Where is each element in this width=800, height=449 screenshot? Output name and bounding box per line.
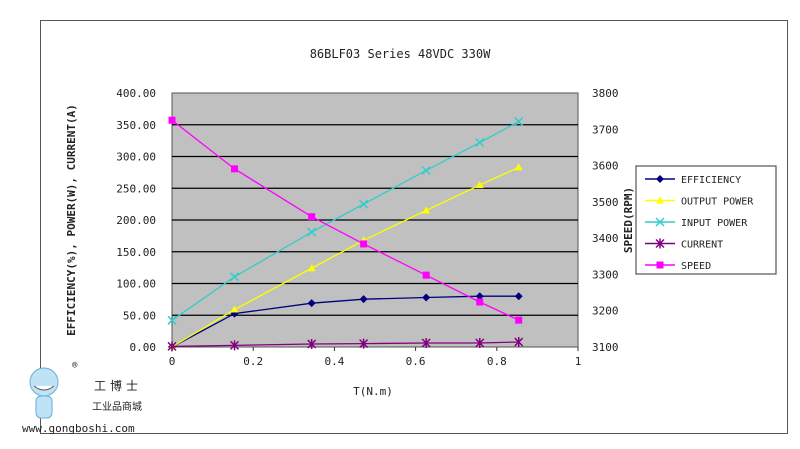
legend-marker	[655, 238, 665, 249]
y-tick-label-left: 250.00	[116, 182, 156, 195]
legend-marker	[656, 261, 664, 269]
data-point	[514, 336, 524, 347]
x-tick-label: 0.6	[406, 355, 426, 368]
legend-marker	[656, 175, 664, 183]
y-tick-label-right: 3200	[592, 305, 619, 318]
series-input-power	[167, 117, 524, 325]
y-tick-label-right: 3400	[592, 232, 619, 245]
legend-marker	[655, 217, 665, 227]
chart-title: 86BLF03 Series 48VDC 330W	[310, 47, 491, 61]
y-tick-label-right: 3700	[592, 123, 619, 136]
legend-label: INPUT POWER	[681, 218, 748, 229]
data-point	[422, 271, 430, 279]
y-axis-right-label: SPEED(RPM)	[622, 187, 635, 253]
data-point	[475, 338, 485, 348]
data-point	[475, 137, 485, 148]
data-point	[475, 181, 484, 189]
y-tick-label-left: 100.00	[116, 278, 156, 291]
data-point	[515, 316, 523, 324]
chart-frame	[40, 20, 788, 434]
y-tick-label-left: 400.00	[116, 87, 156, 100]
data-point	[167, 315, 177, 325]
data-point	[421, 338, 431, 348]
x-tick-label: 0.2	[243, 355, 263, 368]
data-point	[307, 264, 316, 272]
data-point	[421, 165, 431, 176]
legend-label: EFFICIENCY	[681, 175, 741, 186]
data-point	[475, 292, 484, 301]
series-speed	[168, 116, 523, 324]
y-tick-label-right: 3100	[592, 341, 619, 354]
svg-text:工业品商城: 工业品商城	[92, 400, 142, 413]
data-point	[360, 240, 368, 248]
y-tick-label-right: 3500	[592, 196, 619, 209]
data-point	[231, 165, 239, 173]
legend	[635, 165, 777, 275]
series-efficiency	[168, 292, 523, 351]
svg-text:www.gongboshi.com: www.gongboshi.com	[22, 422, 135, 435]
y-tick-label-left: 50.00	[123, 309, 156, 322]
y-tick-label-right: 3800	[592, 87, 619, 100]
data-point	[476, 298, 484, 306]
data-point	[307, 227, 317, 237]
legend-label: SPEED	[681, 261, 711, 272]
legend-label: CURRENT	[681, 240, 723, 251]
data-point	[167, 341, 177, 352]
y-tick-label-left: 150.00	[116, 246, 156, 259]
data-point	[422, 293, 431, 302]
x-tick-label: 0.8	[487, 355, 507, 368]
mascot-icon: ® 工博士 工业品商城 www.gongboshi.com	[22, 361, 142, 435]
data-point	[359, 338, 369, 349]
data-point	[359, 199, 369, 209]
data-point	[229, 340, 240, 351]
y-tick-label-left: 300.00	[116, 151, 156, 164]
x-tick-label: 0.4	[324, 355, 344, 368]
y-tick-label-left: 350.00	[116, 119, 156, 132]
data-point	[168, 116, 176, 124]
data-point	[359, 295, 368, 304]
y-tick-label-left: 200.00	[116, 214, 156, 227]
data-point	[514, 292, 523, 301]
x-tick-label: 1	[575, 355, 582, 368]
watermark-logo: ® 工博士 工业品商城 www.gongboshi.com	[14, 360, 154, 444]
data-point	[308, 213, 316, 221]
data-point	[514, 117, 524, 127]
data-point	[307, 299, 316, 308]
data-point	[422, 206, 431, 214]
data-point	[307, 339, 317, 350]
svg-text:®: ®	[72, 361, 78, 371]
legend-marker	[656, 196, 664, 204]
y-tick-label-right: 3300	[592, 268, 619, 281]
y-tick-label-right: 3600	[592, 160, 619, 173]
x-axis-label: T(N.m)	[353, 385, 393, 398]
data-point	[230, 305, 239, 313]
legend-label: OUTPUT POWER	[681, 197, 754, 208]
data-point	[229, 272, 240, 282]
x-tick-label: 0	[169, 355, 176, 368]
data-point	[514, 163, 523, 171]
svg-text:工博士: 工博士	[94, 378, 142, 393]
y-axis-left-label: EFFICIENCY(%), POWER(W), CURRENT(A)	[65, 104, 78, 336]
series-current	[167, 336, 524, 352]
y-tick-label-left: 0.00	[130, 341, 157, 354]
